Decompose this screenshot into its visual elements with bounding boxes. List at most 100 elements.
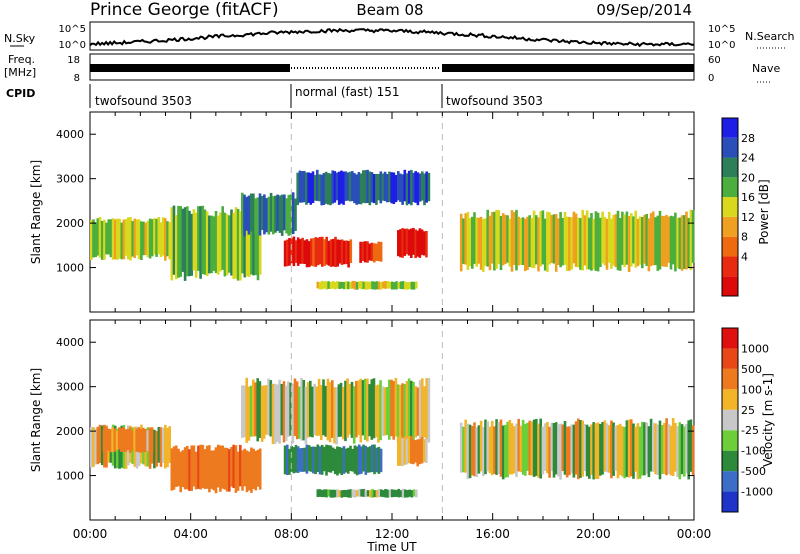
velocity-cell [425, 378, 428, 440]
velocity-cell [267, 378, 270, 436]
power-cell [368, 243, 371, 261]
power-cell [410, 169, 413, 206]
power-cell [572, 211, 576, 264]
velocity-cell [506, 421, 509, 478]
power-cell [386, 174, 389, 203]
power-cell [357, 172, 361, 205]
velocity-cell [517, 418, 520, 472]
power-cell [192, 209, 196, 271]
velocity-cell [327, 445, 330, 473]
velocity-cell [219, 445, 222, 492]
power-cell [181, 208, 185, 272]
velocity-cell [532, 419, 536, 477]
velocity-colorbar-swatch [722, 368, 738, 390]
power-cell [484, 218, 487, 266]
velocity-cell [583, 423, 587, 472]
velocity-cell [315, 386, 319, 436]
power-cell [203, 209, 207, 275]
velocity-cell [271, 383, 275, 445]
velocity-cell [168, 426, 171, 463]
power-cell [325, 281, 328, 290]
power-cell [370, 242, 374, 261]
nsearch-tick-top: 10^5 [708, 24, 735, 35]
velocity-cell [336, 446, 339, 476]
velocity-colorbar-label: Velocity [m s-1] [761, 373, 775, 467]
power-cell [401, 281, 405, 290]
velocity-cell [260, 385, 264, 442]
power-cell [515, 209, 518, 271]
velocity-cell [252, 379, 255, 437]
velocity-cell [172, 446, 176, 490]
power-cell [683, 215, 686, 269]
velocity-cell [175, 445, 178, 487]
velocity-cell [258, 448, 262, 490]
power-cell [120, 222, 124, 260]
power-cell [462, 218, 465, 264]
power-cell [309, 173, 313, 205]
velocity-cell [298, 386, 301, 439]
power-cell [473, 212, 476, 264]
power-cell [466, 211, 470, 270]
velocity-cell [630, 419, 633, 477]
power-cell [625, 211, 629, 265]
velocity-cell [466, 423, 470, 479]
power-cell [300, 171, 304, 203]
power-cell [421, 171, 424, 201]
velocity-ytick-label: 1000 [56, 470, 84, 483]
power-cell [345, 240, 348, 265]
power-cell [605, 218, 609, 270]
power-cell [228, 215, 231, 273]
power-cell [410, 228, 413, 258]
velocity-cell [225, 447, 229, 492]
power-cell [212, 216, 216, 271]
velocity-cell [102, 429, 106, 452]
velocity-cell [374, 385, 378, 438]
power-cell [377, 241, 381, 262]
power-cell [107, 219, 110, 255]
velocity-cell [318, 446, 322, 475]
power-cell [265, 198, 268, 233]
power-colorbar-swatch [722, 157, 738, 178]
power-cell [416, 172, 420, 206]
power-cell [568, 217, 571, 271]
velocity-cell [519, 425, 523, 473]
power-cell [269, 192, 273, 232]
power-cell [334, 282, 337, 290]
power-cell [401, 228, 404, 258]
velocity-cell [161, 427, 165, 463]
velocity-cell [205, 445, 209, 489]
cpid-label: CPID [6, 87, 35, 100]
power-cell [581, 209, 584, 271]
power-cell [654, 217, 657, 266]
velocity-cell [407, 436, 411, 464]
power-colorbar-tick-label: 4 [741, 250, 748, 263]
power-cell [364, 281, 368, 290]
velocity-cell [232, 444, 235, 488]
power-cell [243, 213, 247, 278]
velocity-cell [338, 490, 341, 498]
velocity-ytick-label: 3000 [56, 381, 84, 394]
power-colorbar-tick-label: 20 [741, 171, 755, 184]
velocity-cell [300, 378, 303, 441]
velocity-cell [328, 382, 332, 443]
power-cell [159, 222, 163, 257]
velocity-cell [278, 379, 281, 444]
power-cell [252, 193, 255, 233]
velocity-cell [323, 446, 326, 472]
power-cell [506, 215, 509, 263]
velocity-cell [568, 426, 571, 476]
velocity-cell [375, 489, 379, 498]
velocity-cell [313, 383, 316, 436]
velocity-colorbar-tick-label: -25 [741, 424, 759, 437]
power-cell [634, 210, 637, 268]
velocity-cell [146, 430, 149, 452]
velocity-cell [329, 445, 333, 473]
velocity-cell [256, 449, 260, 487]
power-cell [614, 214, 618, 268]
power-cell [343, 240, 346, 265]
velocity-cell [504, 424, 507, 478]
velocity-cell [405, 381, 409, 441]
power-cell [113, 219, 117, 260]
power-colorbar-swatch [722, 236, 738, 257]
